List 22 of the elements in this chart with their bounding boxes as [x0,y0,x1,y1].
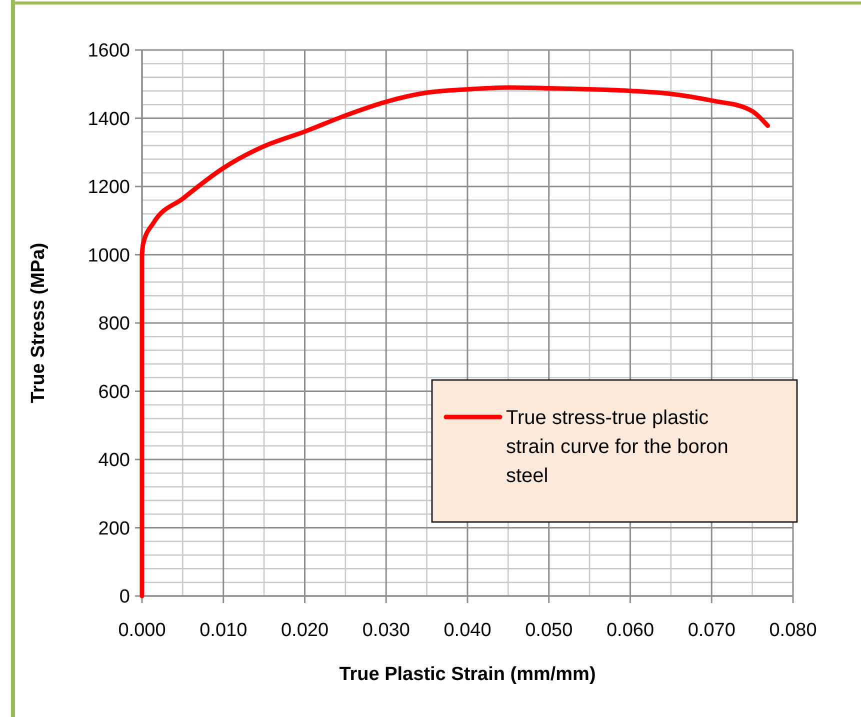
y-tick-label: 1000 [88,245,130,266]
x-tick-label: 0.030 [362,620,410,641]
x-tick-label: 0.010 [200,620,248,641]
y-tick-label: 800 [98,314,130,335]
y-tick-label: 400 [98,450,130,472]
y-tick-label: 1400 [88,108,130,130]
x-axis-title: True Plastic Strain (mm/mm) [339,664,596,685]
x-tick-label: 0.060 [606,620,654,641]
y-tick-label: 200 [98,518,130,540]
x-tick-label: 0.070 [688,620,736,641]
x-tick-label: 0.050 [525,620,573,641]
legend-label: True stress-true plastic strain curve for the boron steel [506,407,728,487]
y-tick-label: 600 [98,382,130,403]
y-tick-label: 1200 [88,177,130,198]
y-tick-label: 0 [119,586,130,608]
x-tick-label: 0.080 [769,620,817,641]
x-tick-label: 0.040 [444,620,492,641]
y-axis-title: True Stress (MPa) [28,242,49,404]
x-tick-label: 0.000 [118,620,166,641]
y-tick-label: 1600 [88,40,130,62]
x-tick-label: 0.020 [280,620,329,641]
line-series [140,85,770,598]
